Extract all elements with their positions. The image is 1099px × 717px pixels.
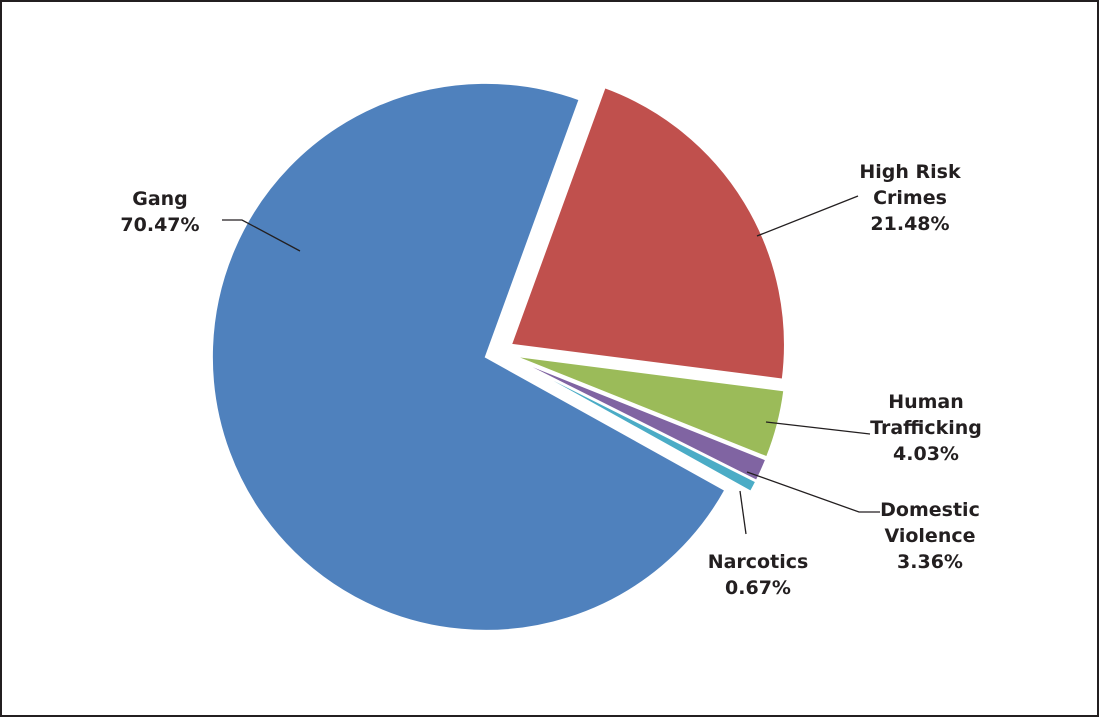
data-label-category: Human bbox=[888, 391, 964, 413]
data-label-value: 0.67% bbox=[725, 577, 791, 599]
data-label-gang: Gang 70.47% bbox=[120, 188, 199, 236]
data-label-narcotics: Narcotics 0.67% bbox=[708, 551, 809, 599]
pie-slice-gang bbox=[210, 81, 727, 632]
pie-slice-high-risk-crimes bbox=[509, 85, 786, 381]
data-label-value: 21.48% bbox=[870, 213, 949, 235]
data-label-category: Gang bbox=[132, 188, 188, 210]
data-label-category: High Risk bbox=[859, 161, 961, 183]
leader-line-high-risk-crimes bbox=[756, 195, 859, 237]
data-label-category: Narcotics bbox=[708, 551, 809, 573]
data-label-value: 3.36% bbox=[897, 551, 963, 573]
pie-slice-human-trafficking bbox=[512, 354, 786, 459]
data-label-category: Domestic bbox=[880, 499, 980, 521]
data-label-category: Violence bbox=[884, 525, 975, 547]
data-label-value: 4.03% bbox=[893, 443, 959, 465]
data-label-category: Crimes bbox=[873, 187, 947, 209]
data-label-human-trafficking: Human Trafficking 4.03% bbox=[870, 391, 982, 465]
data-label-value: 70.47% bbox=[120, 214, 199, 236]
data-label-domestic-violence: Domestic Violence 3.36% bbox=[880, 499, 980, 573]
leader-line-human-trafficking bbox=[765, 421, 871, 435]
data-label-high-risk-crimes: High Risk Crimes 21.48% bbox=[859, 161, 961, 235]
leader-line-gang bbox=[222, 219, 301, 252]
pie-slice-narcotics bbox=[510, 357, 758, 494]
data-label-category: Trafficking bbox=[870, 417, 982, 439]
leader-line-narcotics bbox=[739, 490, 747, 535]
leader-line-domestic-violence bbox=[746, 471, 880, 513]
